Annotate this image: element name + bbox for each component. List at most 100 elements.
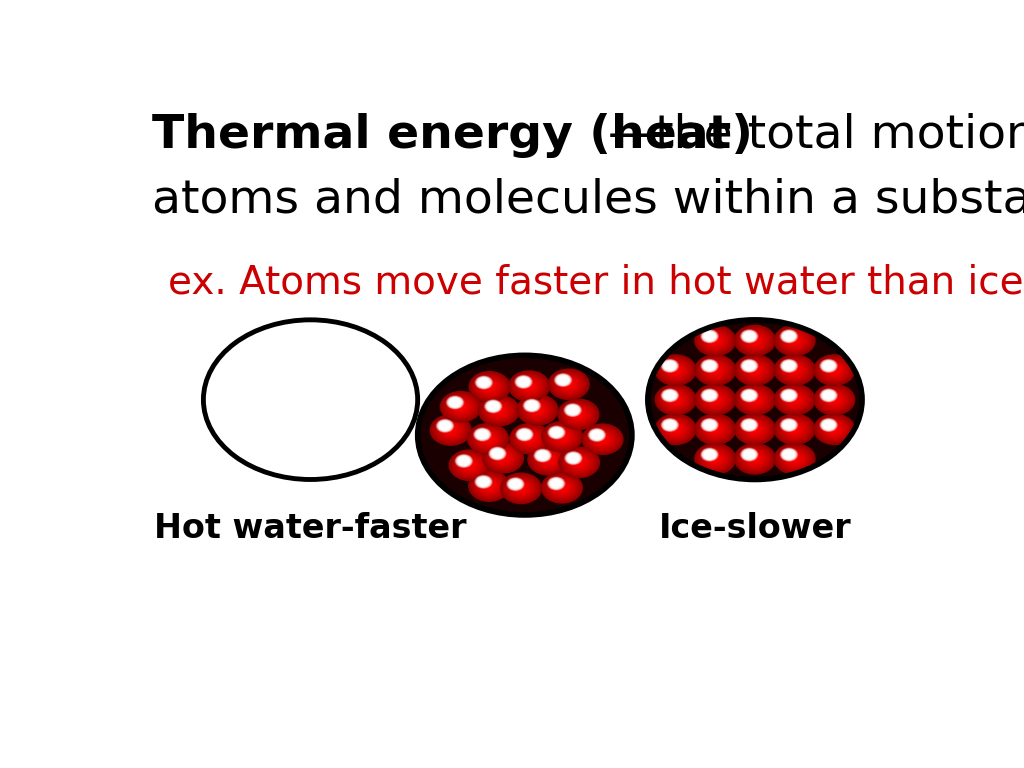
Circle shape bbox=[709, 424, 711, 426]
Circle shape bbox=[478, 478, 489, 486]
Circle shape bbox=[541, 454, 545, 457]
Circle shape bbox=[559, 377, 566, 382]
Circle shape bbox=[673, 368, 679, 372]
Circle shape bbox=[535, 407, 541, 412]
Circle shape bbox=[665, 422, 675, 429]
Circle shape bbox=[673, 427, 679, 432]
Circle shape bbox=[706, 333, 713, 339]
Circle shape bbox=[455, 402, 467, 411]
Circle shape bbox=[778, 417, 811, 442]
Circle shape bbox=[776, 356, 813, 384]
Circle shape bbox=[714, 369, 717, 371]
Circle shape bbox=[745, 452, 753, 457]
Circle shape bbox=[528, 403, 535, 408]
Circle shape bbox=[715, 458, 716, 459]
Circle shape bbox=[711, 396, 720, 403]
Circle shape bbox=[569, 408, 588, 421]
Circle shape bbox=[515, 484, 527, 492]
Circle shape bbox=[794, 369, 796, 371]
Circle shape bbox=[524, 434, 525, 435]
Circle shape bbox=[774, 385, 815, 415]
Circle shape bbox=[788, 336, 801, 345]
Circle shape bbox=[485, 401, 501, 412]
Circle shape bbox=[560, 400, 597, 429]
Circle shape bbox=[656, 385, 695, 414]
Circle shape bbox=[443, 394, 478, 419]
Circle shape bbox=[781, 330, 797, 343]
Circle shape bbox=[781, 360, 797, 371]
Circle shape bbox=[787, 335, 802, 346]
Circle shape bbox=[593, 432, 612, 446]
Circle shape bbox=[665, 362, 686, 378]
Circle shape bbox=[709, 336, 711, 337]
Circle shape bbox=[489, 403, 497, 409]
Circle shape bbox=[744, 422, 766, 437]
Circle shape bbox=[660, 418, 691, 441]
Circle shape bbox=[707, 334, 724, 347]
Circle shape bbox=[667, 422, 673, 427]
Circle shape bbox=[662, 419, 689, 439]
Circle shape bbox=[547, 477, 565, 490]
Circle shape bbox=[516, 376, 543, 396]
Circle shape bbox=[570, 456, 577, 460]
Circle shape bbox=[509, 479, 522, 489]
Circle shape bbox=[705, 333, 715, 340]
Circle shape bbox=[549, 426, 577, 447]
Circle shape bbox=[524, 435, 536, 443]
Circle shape bbox=[477, 477, 489, 486]
Circle shape bbox=[828, 366, 840, 374]
Circle shape bbox=[817, 387, 851, 412]
Circle shape bbox=[521, 380, 538, 392]
Circle shape bbox=[830, 426, 839, 432]
Circle shape bbox=[702, 360, 717, 371]
Circle shape bbox=[475, 429, 489, 440]
Circle shape bbox=[740, 389, 758, 402]
Circle shape bbox=[550, 478, 563, 488]
Circle shape bbox=[703, 332, 727, 349]
Circle shape bbox=[573, 458, 585, 467]
Circle shape bbox=[702, 419, 717, 430]
Circle shape bbox=[740, 359, 758, 372]
Circle shape bbox=[442, 423, 449, 428]
Circle shape bbox=[534, 449, 563, 471]
Circle shape bbox=[713, 339, 718, 343]
Circle shape bbox=[474, 428, 490, 441]
Circle shape bbox=[662, 359, 679, 372]
Circle shape bbox=[445, 425, 457, 435]
Circle shape bbox=[701, 359, 729, 380]
Circle shape bbox=[475, 376, 504, 398]
Circle shape bbox=[460, 458, 468, 464]
Circle shape bbox=[587, 428, 618, 451]
Circle shape bbox=[442, 393, 478, 420]
Circle shape bbox=[480, 479, 487, 485]
Circle shape bbox=[823, 422, 845, 437]
Circle shape bbox=[701, 389, 718, 402]
Circle shape bbox=[569, 407, 577, 413]
Circle shape bbox=[819, 359, 849, 381]
Circle shape bbox=[775, 385, 814, 414]
Circle shape bbox=[822, 420, 847, 439]
Circle shape bbox=[495, 452, 500, 455]
Circle shape bbox=[751, 426, 759, 432]
Circle shape bbox=[472, 374, 507, 399]
Circle shape bbox=[784, 422, 805, 437]
Circle shape bbox=[492, 449, 514, 466]
Circle shape bbox=[575, 412, 582, 417]
Circle shape bbox=[487, 402, 510, 419]
Circle shape bbox=[511, 481, 531, 496]
Circle shape bbox=[450, 429, 452, 431]
Circle shape bbox=[483, 443, 526, 475]
Circle shape bbox=[782, 450, 807, 468]
Circle shape bbox=[534, 449, 552, 462]
Circle shape bbox=[530, 405, 534, 406]
Circle shape bbox=[695, 326, 735, 355]
Circle shape bbox=[743, 333, 755, 340]
Circle shape bbox=[780, 330, 809, 351]
Circle shape bbox=[539, 452, 558, 467]
Circle shape bbox=[482, 399, 515, 422]
Text: Thermal energy (heat): Thermal energy (heat) bbox=[152, 113, 753, 158]
Circle shape bbox=[782, 361, 795, 370]
Circle shape bbox=[476, 476, 490, 487]
Circle shape bbox=[519, 431, 541, 447]
Circle shape bbox=[662, 389, 678, 402]
